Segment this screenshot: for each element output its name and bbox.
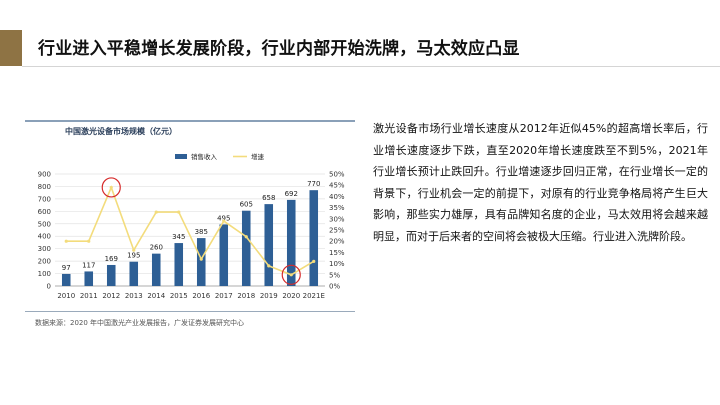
y-left-tick-label: 400 [38, 233, 51, 241]
y-right-tick-label: 0% [329, 283, 340, 291]
x-tick-label: 2015 [170, 292, 188, 300]
bar-value-label: 260 [150, 244, 163, 252]
x-tick-label: 2018 [237, 292, 255, 300]
legend-label-bar: 销售收入 [191, 152, 218, 161]
y-right-tick-label: 40% [329, 193, 345, 201]
chart-top-rule [25, 120, 355, 122]
bar-value-label: 117 [82, 261, 95, 269]
highlight-circle [101, 177, 121, 198]
bar [129, 261, 139, 286]
bar-value-label: 345 [172, 233, 185, 241]
bar [61, 273, 71, 286]
y-right-tick-label: 35% [329, 204, 345, 212]
x-tick-label: 2012 [102, 292, 120, 300]
x-tick-label: 2011 [80, 292, 98, 300]
growth-point [199, 257, 203, 261]
bar-value-label: 169 [105, 255, 118, 263]
x-tick-label: 2019 [260, 292, 278, 300]
growth-point [312, 259, 316, 263]
bar-value-label: 385 [195, 228, 208, 236]
bar [264, 204, 274, 286]
x-tick-label: 2021E [303, 292, 325, 300]
bar [151, 253, 161, 286]
bar [241, 210, 251, 286]
growth-line [66, 185, 315, 276]
y-left-tick-label: 700 [38, 195, 51, 203]
growth-point [267, 264, 271, 268]
growth-point [244, 235, 248, 239]
y-right-tick-label: 25% [329, 227, 345, 235]
title-divider [22, 66, 720, 67]
y-left-tick-label: 300 [38, 245, 51, 253]
x-tick-label: 2010 [57, 292, 75, 300]
x-tick-label: 2013 [125, 292, 143, 300]
y-right-tick-label: 50% [329, 171, 345, 179]
combo-chart: 0 100 200 300 400 500 600 700 800 900 0% 5% 10% 15% 20… [38, 152, 345, 300]
bar-value-label: 605 [240, 201, 253, 209]
growth-point [132, 248, 136, 252]
bar-value-label: 770 [307, 180, 320, 188]
growth-point [222, 219, 226, 223]
legend-swatch-bar [175, 154, 187, 159]
body-paragraph: 激光设备市场行业增长速度从2012年近似45%的超高增长率后，行业增长速度逐步下… [373, 122, 708, 243]
x-tick-label: 2014 [147, 292, 165, 300]
y-left-tick-label: 900 [38, 171, 51, 179]
chart-title: 中国激光设备市场规模（亿元） [65, 127, 177, 136]
growth-point [289, 273, 293, 277]
bar-value-label: 495 [217, 214, 230, 222]
bar [84, 271, 94, 286]
y-left-tick-label: 0 [47, 283, 51, 291]
chart-bottom-rule [25, 311, 355, 312]
y-left-tick-label: 100 [38, 270, 51, 278]
highlight-circle [281, 264, 301, 285]
bar-value-label: 195 [127, 252, 140, 260]
growth-point [154, 210, 158, 214]
y-left-tick-label: 500 [38, 220, 51, 228]
title-accent-bar [0, 30, 22, 66]
y-right-tick-label: 20% [329, 238, 345, 246]
growth-point [87, 239, 91, 243]
y-left-tick-label: 200 [38, 258, 51, 266]
x-tick-label: 2020 [282, 292, 300, 300]
y-right-tick-label: 15% [329, 249, 345, 257]
x-tick-label: 2016 [192, 292, 210, 300]
bar [174, 243, 184, 286]
bar [196, 238, 206, 286]
growth-point [109, 185, 113, 190]
chart-source: 数据来源：2020 年中国激光产业发展报告，广发证券发展研究中心 [35, 319, 245, 327]
y-left-tick-label: 600 [38, 208, 51, 216]
slide-title: 行业进入平稳增长发展阶段，行业内部开始洗牌，马太效应凸显 [38, 39, 520, 59]
bar [286, 199, 296, 286]
x-tick-label: 2017 [215, 292, 233, 300]
y-right-tick-label: 45% [329, 182, 345, 190]
legend-label-line: 增速 [251, 152, 265, 161]
y-left-tick-label: 800 [38, 183, 51, 191]
bar-value-label: 658 [262, 194, 275, 202]
y-right-tick-label: 10% [329, 260, 345, 268]
growth-point [177, 210, 181, 214]
chart-panel: 中国激光设备市场规模（亿元） 0 100 200 300 400 500 600 700 800… [25, 118, 355, 340]
y-right-tick-label: 30% [329, 215, 345, 223]
bar-value-label: 692 [285, 190, 298, 198]
bar [309, 190, 319, 286]
bar [219, 224, 229, 286]
growth-point [64, 239, 68, 243]
bar-value-label: 97 [62, 264, 71, 272]
y-right-tick-label: 5% [329, 271, 340, 279]
bar [106, 264, 116, 286]
